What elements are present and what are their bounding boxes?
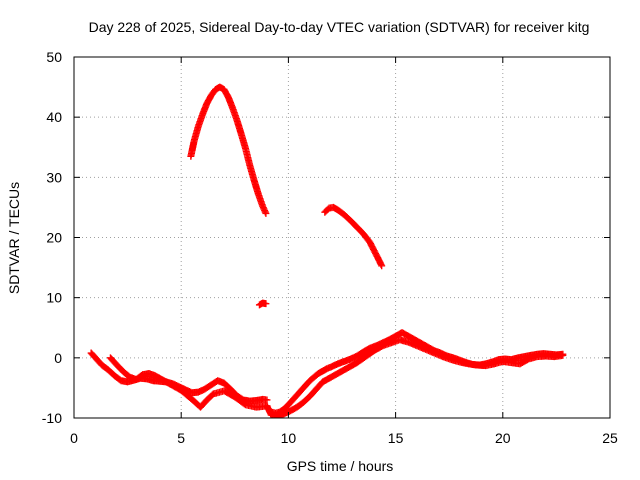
y-tick-label: 0 — [54, 350, 62, 366]
x-axis-label: GPS time / hours — [287, 458, 394, 474]
y-axis-ticks: -10 0 10 20 30 40 50 — [42, 49, 610, 426]
y-tick-label: 50 — [46, 49, 62, 65]
x-tick-label: 15 — [388, 430, 404, 446]
x-tick-label: 10 — [281, 430, 297, 446]
series-arc-high-2 — [321, 203, 386, 270]
data-point — [262, 300, 270, 308]
series-short-arc — [255, 299, 270, 309]
y-tick-label: 30 — [46, 169, 62, 185]
data-point — [263, 396, 271, 404]
x-tick-label: 25 — [602, 430, 618, 446]
chart-title: Day 228 of 2025, Sidereal Day-to-day VTE… — [89, 19, 590, 35]
x-axis-ticks: 0 5 10 15 20 25 — [70, 57, 618, 446]
grid-lines — [74, 57, 610, 418]
x-tick-label: 5 — [177, 430, 185, 446]
series-arc-high-1 — [187, 83, 270, 217]
x-tick-label: 20 — [495, 430, 511, 446]
data-point — [262, 209, 270, 217]
x-tick-label: 0 — [70, 430, 78, 446]
y-tick-label: 40 — [46, 109, 62, 125]
data-series — [87, 83, 567, 418]
data-point — [559, 351, 567, 359]
data-point — [378, 262, 386, 270]
y-tick-label: 10 — [46, 290, 62, 306]
series-low-band-d — [263, 336, 567, 418]
y-tick-label: -10 — [42, 410, 62, 426]
y-tick-label: 20 — [46, 230, 62, 246]
y-axis-label: SDTVAR / TECUs — [6, 182, 22, 294]
